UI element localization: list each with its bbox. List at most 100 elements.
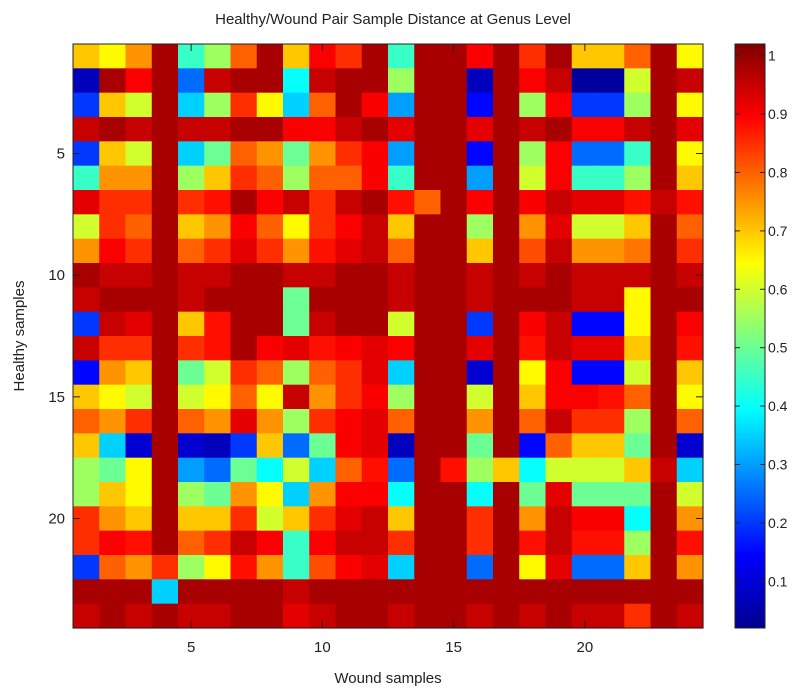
- heatmap-cell: [256, 68, 284, 94]
- heatmap-cell: [466, 384, 494, 410]
- heatmap-cell: [598, 44, 625, 69]
- heatmap-cell: [440, 311, 468, 337]
- heatmap-cell: [388, 433, 415, 459]
- heatmap-cell: [283, 603, 310, 629]
- heatmap-cell: [73, 214, 100, 240]
- heatmap-cell: [650, 530, 678, 556]
- heatmap-cell: [230, 530, 258, 556]
- heatmap-cell: [283, 287, 310, 313]
- heatmap-cell: [388, 555, 415, 580]
- heatmap-cell: [125, 433, 153, 459]
- heatmap-cell: [256, 360, 284, 386]
- heatmap-cell: [309, 311, 337, 337]
- heatmap-cell: [519, 433, 547, 459]
- heatmap-cell: [178, 92, 205, 118]
- heatmap-cell: [361, 44, 389, 69]
- heatmap-cell: [650, 165, 678, 191]
- heatmap-cell: [624, 360, 652, 386]
- heatmap-cell: [309, 360, 337, 386]
- heatmap-cell: [125, 579, 153, 605]
- heatmap-cell: [230, 238, 258, 264]
- heatmap-cell: [283, 506, 310, 532]
- heatmap-cell: [493, 238, 520, 264]
- heatmap-cell: [204, 555, 232, 580]
- heatmap-cell: [125, 311, 153, 337]
- heatmap-cell: [388, 457, 415, 483]
- heatmap-cell: [676, 238, 704, 264]
- heatmap-cell: [73, 457, 100, 483]
- heatmap-cell: [545, 117, 573, 142]
- heatmap-cell: [519, 336, 547, 361]
- heatmap-cell: [493, 457, 520, 483]
- heatmap-cell: [151, 433, 179, 459]
- heatmap-cell: [178, 530, 205, 556]
- heatmap-cell: [335, 263, 363, 288]
- heatmap-cell: [309, 409, 337, 434]
- heatmap-cell: [256, 311, 284, 337]
- heatmap-cell: [204, 117, 232, 142]
- heatmap-cell: [624, 384, 652, 410]
- heatmap-cell: [571, 579, 599, 605]
- heatmap-cell: [650, 311, 678, 337]
- heatmap-cell: [650, 336, 678, 361]
- heatmap-cell: [361, 336, 389, 361]
- heatmap-cell: [151, 530, 179, 556]
- colorbar-tick-label: 0.9: [768, 106, 788, 122]
- y-tick-label: 20: [48, 511, 65, 528]
- heatmap-cell: [125, 263, 153, 288]
- y-axis-label: Healthy samples: [11, 281, 28, 392]
- heatmap-cell: [178, 238, 205, 264]
- heatmap-cell: [73, 238, 100, 264]
- heatmap-cell: [519, 190, 547, 215]
- heatmap-cell: [388, 311, 415, 337]
- heatmap-cell: [178, 457, 205, 483]
- heatmap-cell: [466, 214, 494, 240]
- heatmap-cell: [388, 482, 415, 507]
- heatmap-cell: [598, 506, 625, 532]
- heatmap-cell: [388, 384, 415, 410]
- heatmap-cell: [624, 214, 652, 240]
- heatmap-cell: [178, 141, 205, 167]
- heatmap-cell: [335, 384, 363, 410]
- heatmap-cell: [151, 555, 179, 580]
- heatmap-cell: [598, 287, 625, 313]
- heatmap-cell: [335, 482, 363, 507]
- heatmap-cell: [204, 457, 232, 483]
- heatmap-cell: [125, 384, 153, 410]
- heatmap-cell: [256, 92, 284, 118]
- heatmap-cell: [178, 555, 205, 580]
- heatmap-cell: [598, 409, 625, 434]
- heatmap-cell: [545, 603, 573, 629]
- heatmap-cell: [178, 336, 205, 361]
- heatmap-cell: [361, 457, 389, 483]
- heatmap-cell: [151, 141, 179, 167]
- heatmap-cell: [519, 457, 547, 483]
- heatmap-cell: [388, 263, 415, 288]
- heatmap-cell: [99, 311, 127, 337]
- heatmap-cell: [125, 238, 153, 264]
- colorbar-tick-label: 0.2: [768, 515, 788, 531]
- colorbar-tick-label: 0.6: [768, 281, 788, 297]
- colorbar-tick-label: 0.1: [768, 573, 788, 589]
- heatmap-cell: [414, 44, 442, 69]
- heatmap-cell: [598, 190, 625, 215]
- heatmap-cell: [440, 263, 468, 288]
- chart-title: Healthy/Wound Pair Sample Distance at Ge…: [215, 11, 571, 28]
- heatmap-cell: [414, 141, 442, 167]
- heatmap-cell: [676, 555, 704, 580]
- heatmap-cell: [493, 555, 520, 580]
- y-axis: 5 10 15 20: [48, 146, 703, 528]
- heatmap-cell: [493, 579, 520, 605]
- heatmap-cell: [414, 482, 442, 507]
- colorbar: [734, 43, 766, 629]
- heatmap-cell: [624, 579, 652, 605]
- heatmap-cell: [519, 165, 547, 191]
- heatmap-cell: [414, 214, 442, 240]
- heatmap-cell: [624, 238, 652, 264]
- heatmap-cell: [466, 506, 494, 532]
- heatmap-cell: [440, 457, 468, 483]
- colorbar-tick-label: 0.5: [768, 340, 788, 356]
- heatmap-cell: [388, 68, 415, 94]
- heatmap-cell: [519, 384, 547, 410]
- heatmap-cell: [624, 506, 652, 532]
